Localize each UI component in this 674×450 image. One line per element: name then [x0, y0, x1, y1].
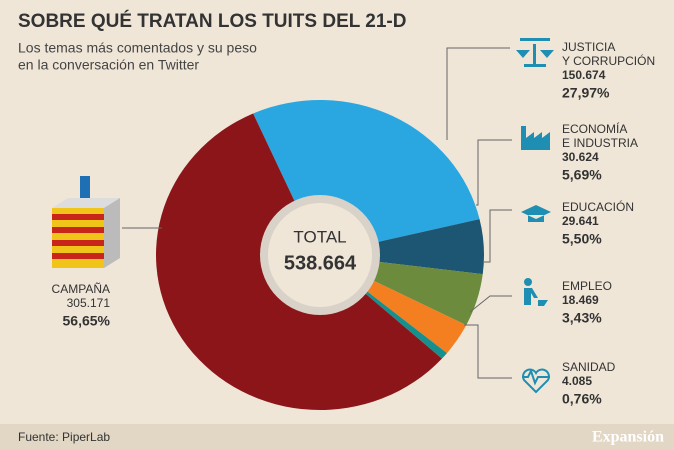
icons: [52, 38, 554, 394]
category-label: EDUCACIÓN: [562, 199, 634, 214]
total-value: 538.664: [284, 252, 357, 274]
value-label: 150.674: [562, 68, 606, 82]
share-label: 56,65%: [63, 313, 111, 329]
source: Fuente: PiperLab: [18, 430, 110, 444]
value-label: 18.469: [562, 293, 599, 307]
share-label: 0,76%: [562, 391, 602, 407]
value-label: 29.641: [562, 214, 599, 228]
donut-hole: [268, 203, 372, 307]
subtitle: en la conversación en Twitter: [18, 57, 199, 73]
category-label: EMPLEO: [562, 279, 612, 293]
footer-bar: [0, 424, 674, 450]
category-label: Y CORRUPCIÓN: [562, 53, 655, 68]
share-label: 3,43%: [562, 310, 602, 326]
category-label: SANIDAD: [562, 360, 616, 374]
category-label: ECONOMÍA: [562, 121, 627, 136]
value-label: 4.085: [562, 374, 592, 388]
chart-title: SOBRE QUÉ TRATAN LOS TUITS DEL 21-D: [18, 10, 406, 32]
share-label: 5,69%: [562, 167, 602, 183]
leader-lines: [122, 47, 512, 379]
share-label: 27,97%: [562, 85, 610, 101]
value-label: 305.171: [67, 296, 111, 310]
slice: [320, 219, 484, 275]
total-title: TOTAL: [293, 227, 346, 246]
subtitle: Los temas más comentados y su peso: [18, 40, 257, 56]
category-label: E INDUSTRIA: [562, 136, 638, 150]
brand: Expansión: [592, 429, 664, 446]
share-label: 5,50%: [562, 231, 602, 247]
category-label: JUSTICIA: [562, 40, 615, 54]
slices: [155, 100, 484, 411]
category-label: CAMPAÑA: [52, 282, 110, 296]
value-label: 30.624: [562, 150, 599, 164]
